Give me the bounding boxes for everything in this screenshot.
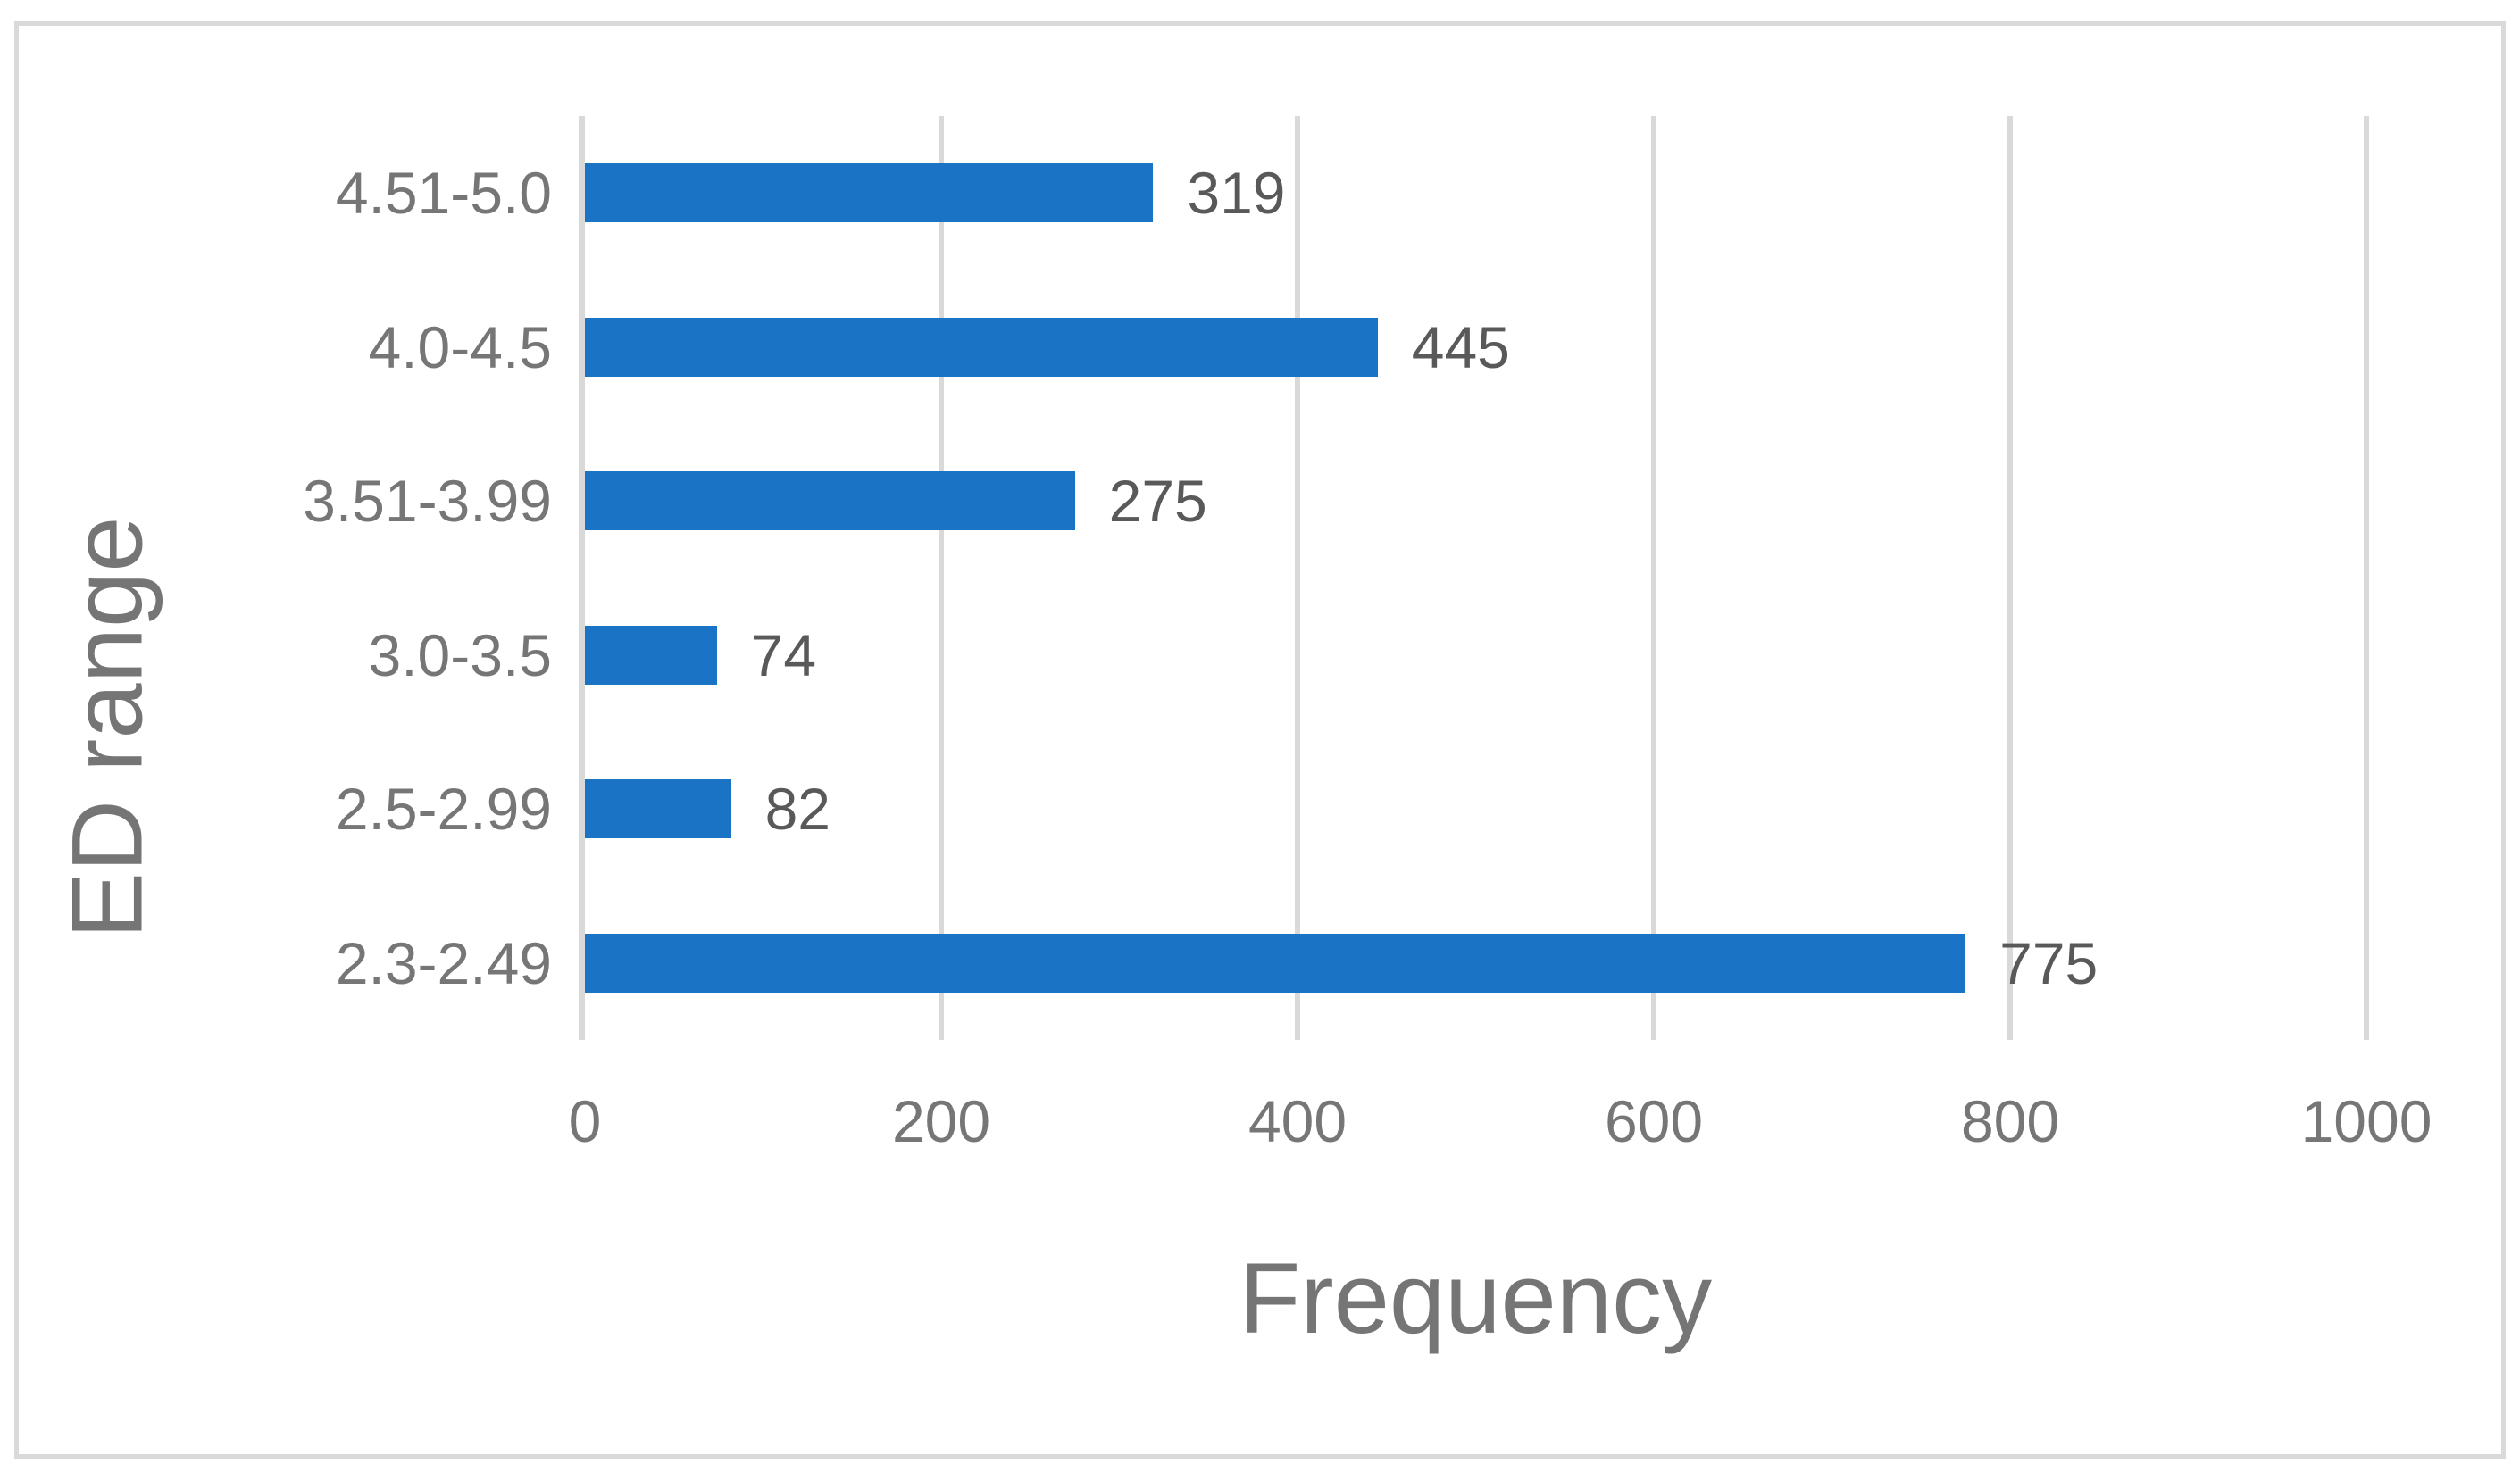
- x-tick-label-1000: 1000: [2300, 1088, 2432, 1154]
- bar-row: 319: [585, 116, 2366, 270]
- category-label: 3.51-3.99: [303, 468, 552, 535]
- bar-rows: 319 445 275 74 82 775: [585, 116, 2366, 1040]
- gridline-x-1000: [2364, 116, 2369, 1040]
- plot-area: 319 445 275 74 82 775: [579, 116, 2369, 1040]
- y-axis-category-labels: 4.51-5.0 4.0-4.5 3.51-3.99 3.0-3.5 2.5-2.99 2…: [0, 116, 552, 1040]
- bar-2.5-2.99: [585, 779, 731, 839]
- gridline-x-400: [1295, 116, 1300, 1040]
- gridline-x-800: [2007, 116, 2013, 1040]
- gridline-x-200: [939, 116, 944, 1040]
- category-label: 4.0-4.5: [368, 313, 552, 380]
- category-label: 3.0-3.5: [368, 621, 552, 688]
- category-label: 4.51-5.0: [335, 160, 552, 227]
- data-label: 319: [1187, 160, 1286, 227]
- x-axis-title: Frequency: [1239, 1243, 1713, 1354]
- bar-4.51-5.0: [585, 163, 1154, 223]
- x-tick-label-0: 0: [568, 1088, 602, 1154]
- bar-4.0-4.5: [585, 317, 1378, 377]
- bar-3.51-3.99: [585, 471, 1075, 531]
- data-label: 82: [764, 776, 830, 843]
- x-tick-label-400: 400: [1247, 1088, 1348, 1154]
- gridline-x-600: [1651, 116, 1656, 1040]
- bar-3.0-3.5: [585, 625, 717, 685]
- data-label: 74: [750, 621, 817, 688]
- data-label: 775: [1999, 929, 2099, 996]
- x-axis-tick-labels: 0 200 400 600 800 1000: [569, 1087, 2432, 1168]
- bar-row: 74: [585, 578, 2366, 733]
- data-label: 275: [1108, 468, 1207, 535]
- x-tick-label-600: 600: [1604, 1088, 1704, 1154]
- bar-row: 82: [585, 732, 2366, 886]
- y-axis-line: [579, 116, 585, 1040]
- category-label: 2.5-2.99: [335, 776, 552, 843]
- category-label: 2.3-2.49: [335, 929, 552, 996]
- bar-2.3-2.49: [585, 933, 1966, 993]
- bar-row: 445: [585, 270, 2366, 425]
- x-tick-label-200: 200: [891, 1088, 991, 1154]
- bar-row: 775: [585, 886, 2366, 1041]
- x-tick-label-800: 800: [1960, 1088, 2060, 1154]
- bar-row: 275: [585, 424, 2366, 578]
- data-label: 445: [1411, 313, 1510, 380]
